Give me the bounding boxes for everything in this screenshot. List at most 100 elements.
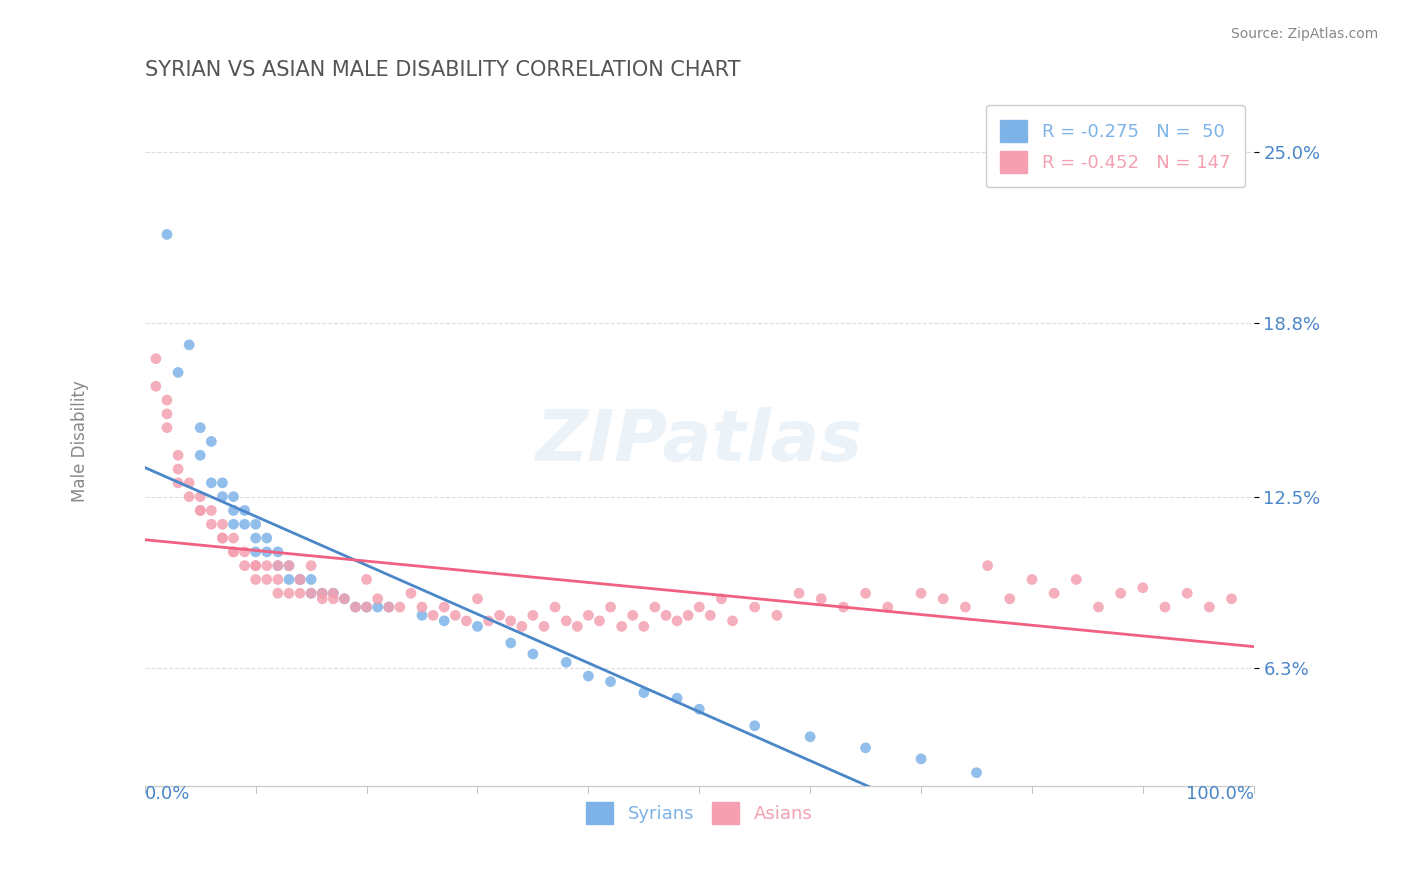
Point [200,434,222,449]
Point [278,558,301,573]
Point [288,573,311,587]
Point [299,573,322,587]
Point [211,517,233,532]
Point [688,702,710,716]
Point [267,545,290,559]
Point [910,752,932,766]
Point [179,338,201,352]
Point [555,655,578,669]
Point [467,619,489,633]
Point [267,558,290,573]
Point [167,366,190,380]
Point [876,600,898,615]
Point [322,586,344,600]
Point [721,614,744,628]
Point [222,531,245,545]
Point [222,545,245,559]
Point [1154,600,1177,615]
Point [245,545,267,559]
Point [256,545,278,559]
Point [599,674,621,689]
Point [710,591,733,606]
Text: ZIPatlas: ZIPatlas [536,407,863,476]
Point [411,608,433,623]
Point [676,608,699,623]
Point [344,600,367,615]
Point [156,420,179,434]
Point [399,586,422,600]
Point [245,558,267,573]
Point [311,591,333,606]
Point [855,586,877,600]
Point [188,503,211,517]
Point [1175,586,1198,600]
Point [810,591,832,606]
Y-axis label: Male Disability: Male Disability [72,381,89,502]
Point [433,600,456,615]
Point [267,558,290,573]
Point [211,490,233,504]
Point [167,448,190,462]
Point [388,600,411,615]
Point [522,608,544,623]
Point [267,586,290,600]
Point [233,503,256,517]
Point [179,475,201,490]
Point [200,503,222,517]
Point [299,586,322,600]
Point [333,591,356,606]
Point [699,608,721,623]
Point [145,351,167,366]
Point [932,591,955,606]
Point [233,545,256,559]
Point [145,379,167,393]
Point [488,608,510,623]
Point [966,765,988,780]
Point [510,619,533,633]
Point [245,558,267,573]
Point [499,636,522,650]
Point [233,558,256,573]
Point [744,719,766,733]
Point [666,691,689,706]
Point [378,600,401,615]
Point [433,614,456,628]
Point [411,600,433,615]
Point [998,591,1021,606]
Point [367,600,389,615]
Point [267,573,290,587]
Text: 0.0%: 0.0% [145,785,190,803]
Point [311,586,333,600]
Point [322,586,344,600]
Point [555,614,578,628]
Point [356,573,378,587]
Point [188,503,211,517]
Point [299,586,322,600]
Point [256,531,278,545]
Point [599,600,621,615]
Point [499,614,522,628]
Point [233,517,256,532]
Point [256,558,278,573]
Point [744,600,766,615]
Point [367,591,389,606]
Point [976,558,998,573]
Text: SYRIAN VS ASIAN MALE DISABILITY CORRELATION CHART: SYRIAN VS ASIAN MALE DISABILITY CORRELAT… [145,60,741,79]
Point [378,600,401,615]
Point [955,600,977,615]
Point [299,558,322,573]
Point [621,608,644,623]
Point [245,531,267,545]
Point [544,600,567,615]
Point [288,586,311,600]
Point [588,614,610,628]
Point [633,619,655,633]
Point [211,531,233,545]
Point [222,545,245,559]
Point [211,475,233,490]
Point [256,573,278,587]
Point [156,407,179,421]
Point [245,573,267,587]
Point [467,591,489,606]
Point [278,586,301,600]
